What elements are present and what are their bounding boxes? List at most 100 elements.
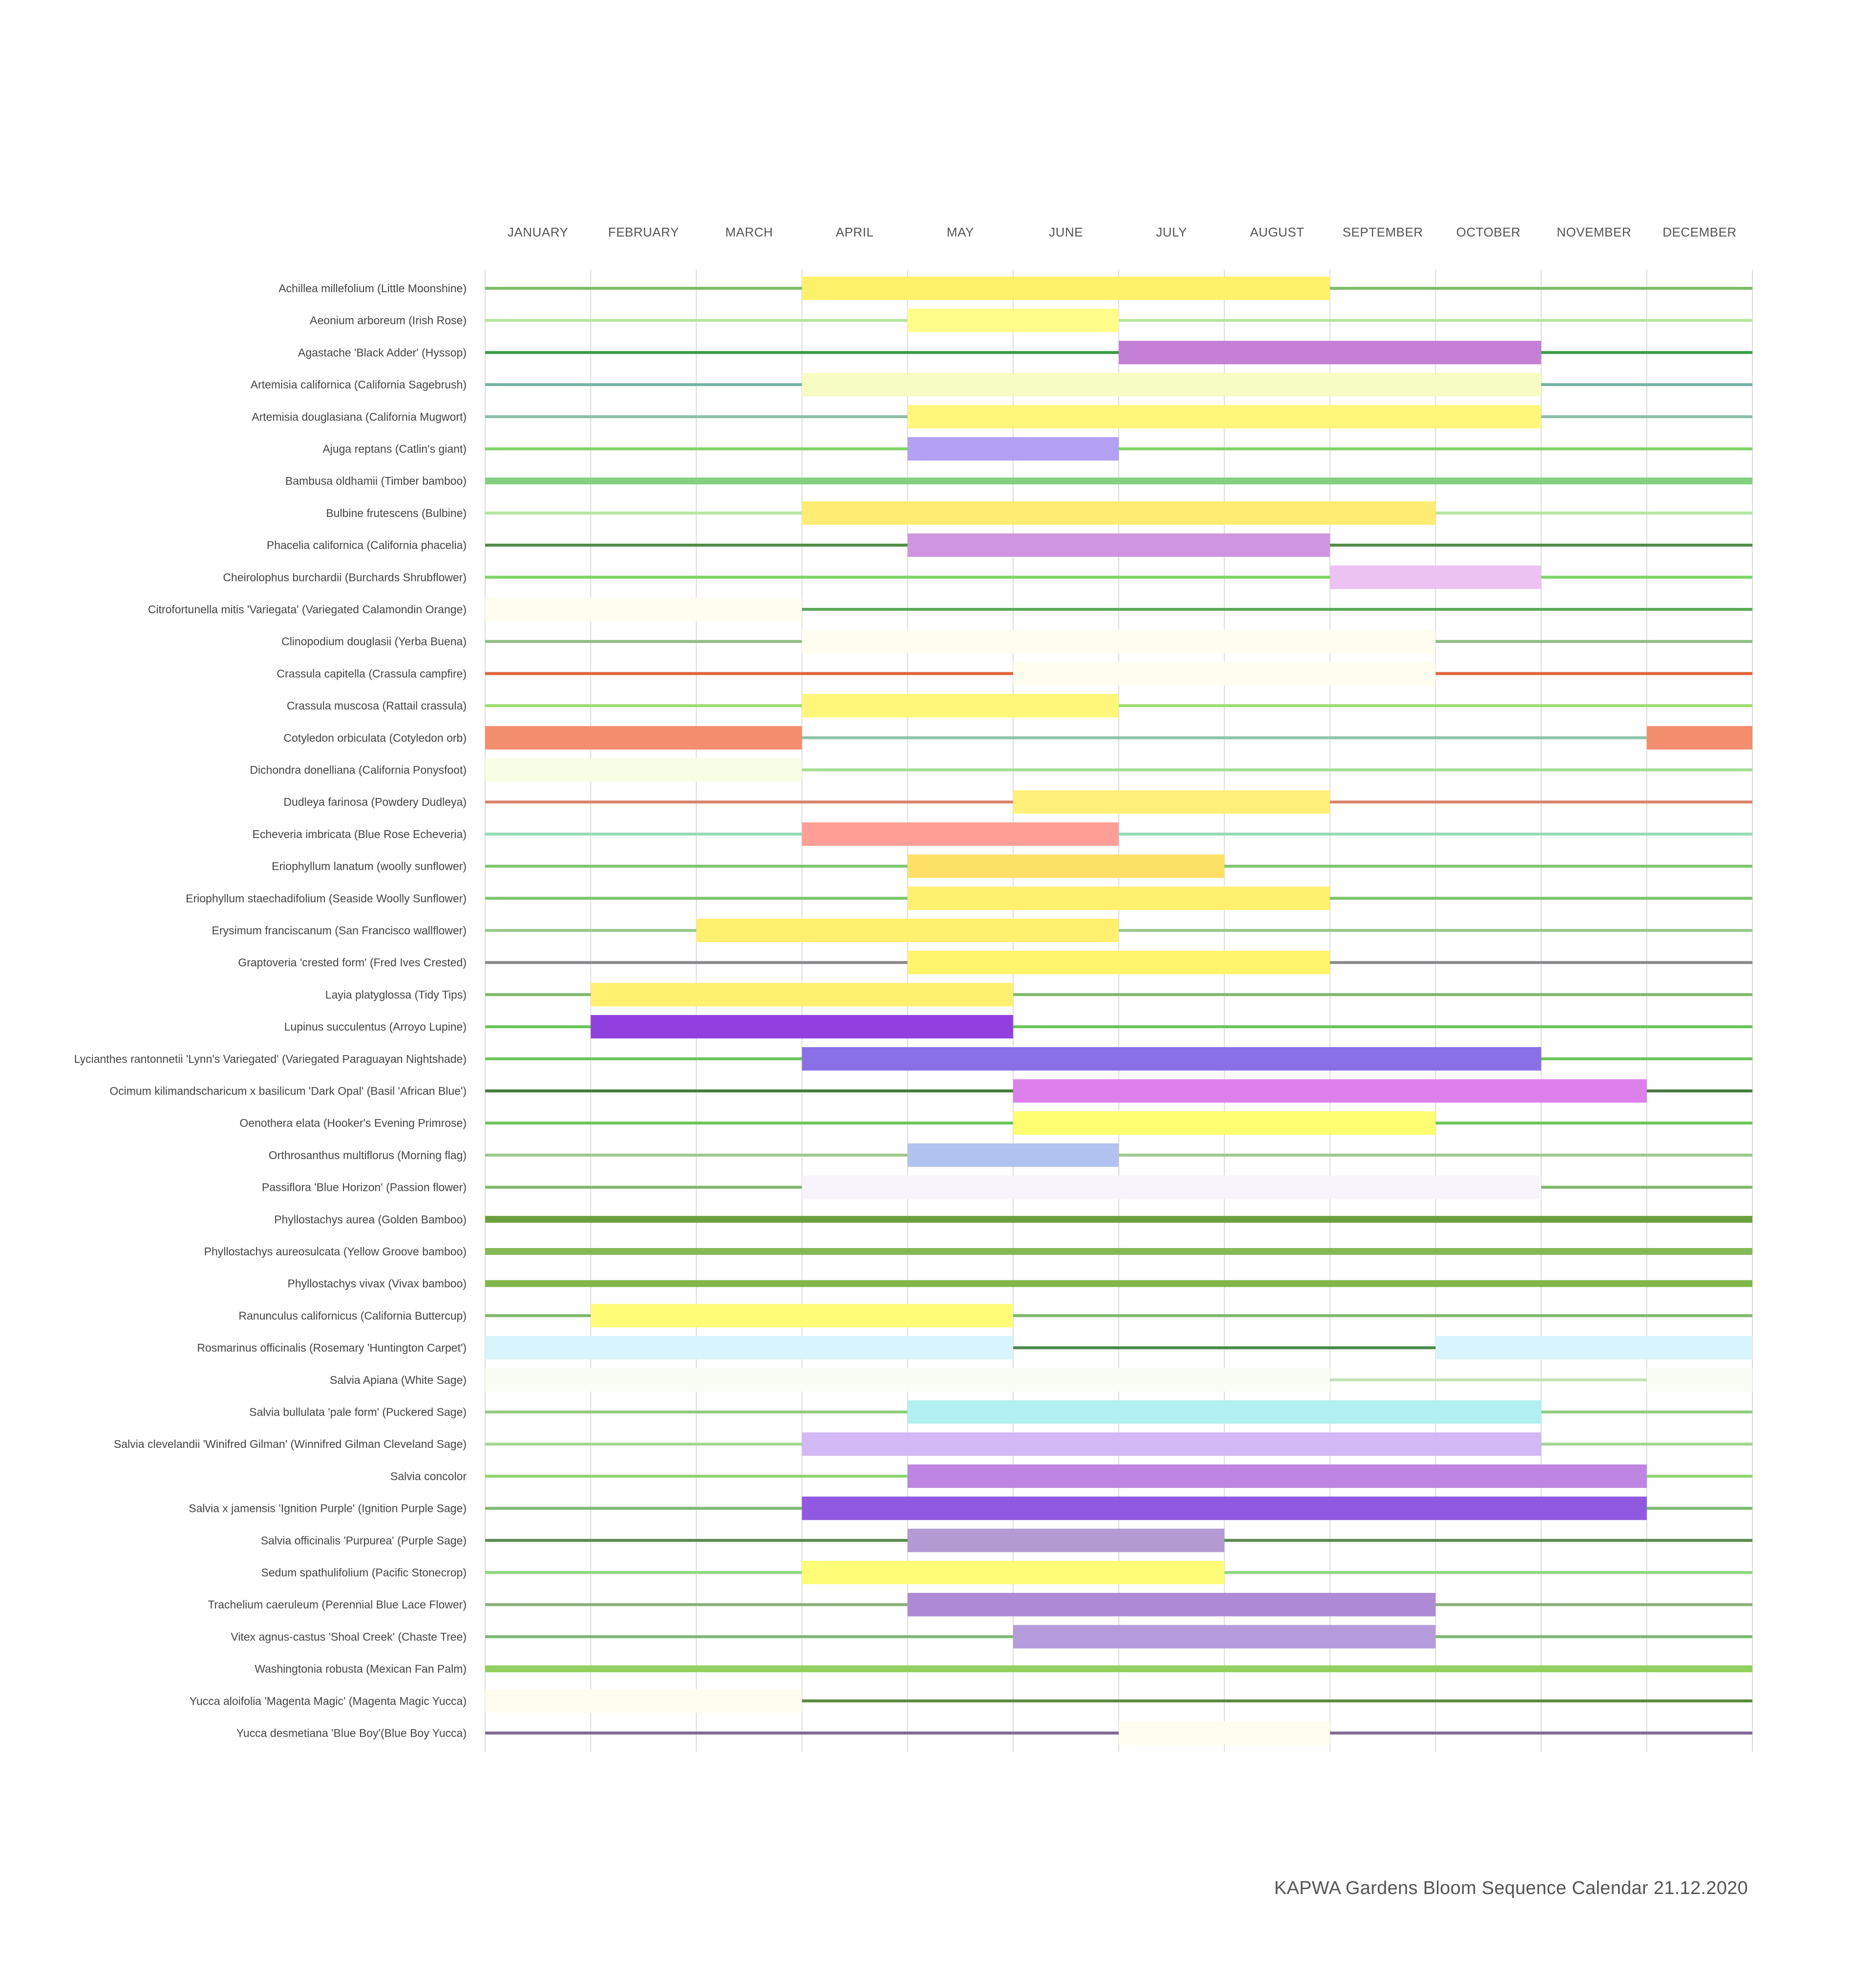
plant-label: Ajuga reptans (Catlin's giant) xyxy=(322,443,467,455)
bloom-bar xyxy=(1330,565,1541,589)
month-labels: JANUARY FEBRUARY MARCH APRIL MAY JUNE JULY AUGU… xyxy=(508,225,1736,239)
plant-label: Salvia concolor xyxy=(390,1470,467,1483)
month-label: MARCH xyxy=(725,225,773,239)
bloom-bar xyxy=(907,405,1541,429)
plant-label: Cotyledon orbiculata (Cotyledon orb) xyxy=(283,732,467,744)
plant-label: Agastache 'Black Adder' (Hyssop) xyxy=(298,346,467,359)
plant-label: Bambusa oldhamii (Timber bamboo) xyxy=(285,474,467,487)
bloom-bar xyxy=(802,373,1541,397)
plant-row xyxy=(485,437,1752,461)
bloom-bar xyxy=(1119,341,1541,365)
bloom-bar xyxy=(1435,1336,1752,1360)
plant-row xyxy=(485,1529,1752,1552)
plant-row xyxy=(485,373,1752,397)
bloom-bar xyxy=(802,501,1436,525)
month-label: MAY xyxy=(947,225,974,239)
bloom-bar xyxy=(1013,662,1436,686)
plant-label: Erysimum franciscanum (San Francisco wal… xyxy=(212,924,467,937)
plant-label: Sedum spathulifolium (Pacific Stonecrop) xyxy=(261,1566,467,1579)
bloom-bar xyxy=(802,629,1436,653)
plant-label: Cheirolophus burchardii (Burchards Shrub… xyxy=(223,571,467,583)
plant-row xyxy=(485,694,1752,718)
plant-label: Aeonium arboreum (Irish Rose) xyxy=(310,314,467,327)
plant-row xyxy=(485,1593,1752,1616)
bloom-bar xyxy=(907,886,1330,910)
plant-row xyxy=(485,1336,1752,1360)
bloom-bar xyxy=(591,983,1013,1007)
plant-row xyxy=(485,1111,1752,1135)
plant-row xyxy=(485,919,1752,942)
plant-label: Lycianthes rantonnetii 'Lynn's Variegate… xyxy=(74,1053,467,1065)
plant-label: Phyllostachys vivax (Vivax bamboo) xyxy=(288,1277,467,1290)
bloom-bar xyxy=(485,1689,802,1713)
plant-row xyxy=(485,533,1752,557)
plant-row xyxy=(485,662,1752,686)
month-label: JANUARY xyxy=(508,225,568,239)
plant-label: Passiflora 'Blue Horizon' (Passion flowe… xyxy=(262,1181,467,1194)
bloom-bar xyxy=(1013,1079,1647,1103)
plant-label: Rosmarinus officinalis (Rosemary 'Huntin… xyxy=(197,1341,467,1354)
plant-row xyxy=(485,1432,1752,1456)
plant-label: Layia platyglossa (Tidy Tips) xyxy=(325,988,467,1001)
plant-label: Salvia officinalis 'Purpurea' (Purple Sa… xyxy=(261,1534,467,1547)
bloom-bar xyxy=(907,950,1330,974)
plant-label: Phyllostachys aureosulcata (Yellow Groov… xyxy=(204,1245,467,1258)
bloom-bar xyxy=(485,726,802,750)
bloom-bar xyxy=(907,1529,1225,1552)
month-label: SEPTEMBER xyxy=(1343,225,1423,239)
month-label: APRIL xyxy=(836,225,874,239)
plant-row xyxy=(485,1175,1752,1199)
bloom-bar xyxy=(907,533,1330,557)
bloom-bar xyxy=(802,822,1119,846)
chart-caption: KAPWA Gardens Bloom Sequence Calendar 21… xyxy=(1274,1878,1748,1898)
plant-row xyxy=(485,277,1752,300)
plant-label: Salvia Apiana (White Sage) xyxy=(330,1374,467,1386)
plant-row xyxy=(485,629,1752,653)
plant-row xyxy=(485,405,1752,429)
plant-row xyxy=(485,886,1752,910)
plant-label: Oenothera elata (Hooker's Evening Primro… xyxy=(239,1117,467,1129)
bloom-bar xyxy=(485,598,802,621)
plant-row xyxy=(485,1368,1752,1392)
plant-row xyxy=(485,1689,1752,1713)
plant-label: Salvia x jamensis 'Ignition Purple' (Ign… xyxy=(189,1502,467,1515)
month-label: AUGUST xyxy=(1250,225,1304,239)
plant-label: Crassula capitella (Crassula campfire) xyxy=(277,667,467,680)
plant-row xyxy=(485,790,1752,814)
bloom-bar xyxy=(1013,1625,1436,1649)
plant-label: Salvia bullulata 'pale form' (Puckered S… xyxy=(249,1406,467,1419)
bloom-bar xyxy=(907,1464,1647,1488)
plant-row xyxy=(485,1464,1752,1488)
plant-label: Eriophyllum staechadifolium (Seaside Woo… xyxy=(186,892,467,905)
plant-label: Phyllostachys aurea (Golden Bamboo) xyxy=(274,1213,467,1226)
bloom-bar xyxy=(696,919,1119,942)
bloom-bar xyxy=(907,1143,1119,1167)
plant-row xyxy=(485,1496,1752,1520)
plant-label: Dichondra donelliana (California Ponysfo… xyxy=(250,764,467,776)
plant-label: Dudleya farinosa (Powdery Dudleya) xyxy=(283,796,467,808)
plant-label: Trachelium caeruleum (Perennial Blue Lac… xyxy=(208,1598,467,1611)
plant-label: Citrofortunella mitis 'Variegata' (Varie… xyxy=(148,603,467,616)
plant-label: Bulbine frutescens (Bulbine) xyxy=(326,507,467,519)
plant-label: Lupinus succulentus (Arroyo Lupine) xyxy=(284,1020,467,1033)
bloom-bar xyxy=(1646,726,1752,750)
plant-label: Eriophyllum lanatum (woolly sunflower) xyxy=(272,860,467,873)
plant-labels: Achillea millefolium (Little Moonshine) A… xyxy=(74,282,467,1740)
plant-rows xyxy=(485,277,1752,1745)
month-label: OCTOBER xyxy=(1456,225,1521,239)
plant-row xyxy=(485,1625,1752,1649)
bloom-bar xyxy=(1013,1111,1436,1135)
plant-row xyxy=(485,758,1752,782)
plant-row xyxy=(485,1079,1752,1103)
bloom-bar xyxy=(802,1175,1541,1199)
plant-label: Orthrosanthus multiflorus (Morning flag) xyxy=(269,1149,467,1162)
plant-label: Washingtonia robusta (Mexican Fan Palm) xyxy=(255,1662,467,1675)
bloom-bar xyxy=(1119,1721,1330,1745)
plant-label: Crassula muscosa (Rattail crassula) xyxy=(287,699,467,712)
plant-row xyxy=(485,1561,1752,1584)
plant-row xyxy=(485,950,1752,974)
month-label: FEBRUARY xyxy=(608,225,679,239)
month-label: NOVEMBER xyxy=(1556,225,1631,239)
plant-label: Artemisia californica (California Sagebr… xyxy=(251,378,467,391)
